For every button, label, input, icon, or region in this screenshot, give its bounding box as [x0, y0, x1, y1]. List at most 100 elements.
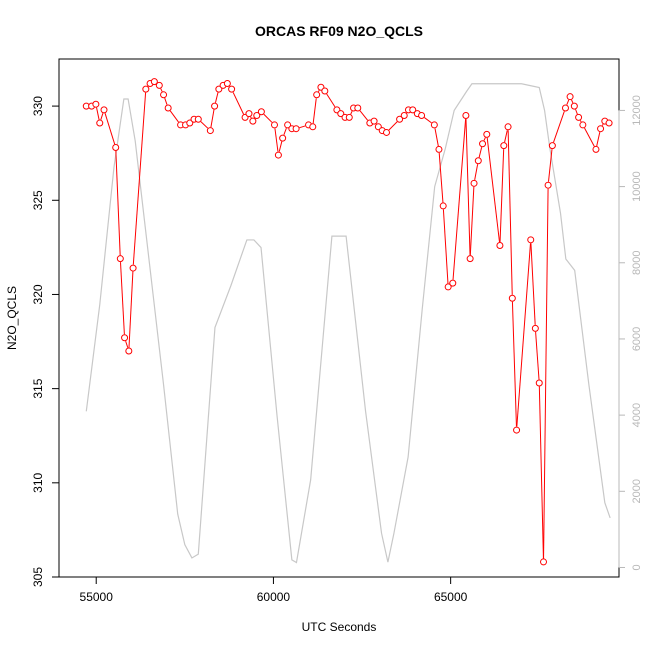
n2o-point — [470, 179, 478, 187]
n2o-line-segment — [535, 331, 540, 380]
n2o-line-segment — [504, 130, 508, 143]
n2o-line-segment — [465, 118, 471, 256]
n2o-point — [439, 202, 447, 210]
n2o-point — [223, 79, 231, 87]
y-tick-label: 315 — [31, 378, 45, 398]
n2o-line-segment — [164, 97, 168, 105]
n2o-line-segment — [424, 117, 432, 124]
n2o-point — [155, 81, 163, 89]
altitude-line — [85, 83, 611, 564]
n2o-point — [313, 91, 321, 99]
n2o-line-segment — [125, 340, 129, 348]
n2o-line-segment — [553, 111, 565, 143]
n2o-point — [430, 121, 438, 129]
n2o-point — [566, 93, 574, 101]
n2o-point — [513, 426, 521, 434]
n2o-line-segment — [507, 130, 513, 295]
n2o-line-segment — [120, 262, 125, 335]
n2o-point — [400, 112, 408, 120]
n2o-point — [496, 241, 504, 249]
n2o-line-segment — [584, 127, 595, 147]
n2o-point — [337, 110, 345, 118]
right-axis: 0 2000 4000 6000 8000 10000 12000 — [618, 95, 643, 571]
n2o-point — [186, 119, 194, 127]
n2o-point — [535, 379, 543, 387]
n2o-line-segment — [442, 209, 449, 284]
n2o-point — [96, 119, 104, 127]
n2o-point — [253, 112, 261, 120]
y-tick-label: 325 — [31, 190, 45, 210]
n2o-point — [435, 145, 443, 153]
n2o-line-segment — [214, 92, 219, 103]
n2o-point — [228, 85, 236, 93]
n2o-line-segment — [169, 110, 179, 123]
n2o-line-segment — [579, 120, 582, 123]
n2o-point — [548, 142, 556, 150]
y-axis-label: N2O_QCLS — [5, 286, 19, 350]
n2o-point — [462, 112, 470, 120]
n2o-point — [121, 334, 129, 342]
n2o-point — [474, 157, 482, 165]
n2o-line-segment — [388, 121, 398, 131]
n2o-line-segment — [115, 151, 121, 256]
n2o-line-segment — [434, 128, 439, 147]
n2o-point — [100, 106, 108, 114]
n2o-point — [466, 255, 474, 263]
n2o-point — [309, 123, 317, 131]
n2o-point — [561, 104, 569, 112]
n2o-point — [370, 117, 378, 125]
y-axis: 305 310 315 320 325 330 — [31, 96, 60, 587]
n2o-line-segment — [326, 93, 336, 108]
y2-tick-label: 6000 — [631, 327, 643, 351]
n2o-line-segment — [530, 243, 536, 325]
n2o-point — [449, 279, 457, 287]
y2-tick-label: 8000 — [631, 251, 643, 275]
n2o-line-segment — [499, 149, 505, 243]
n2o-line-segment — [312, 98, 317, 124]
n2o-point — [575, 113, 583, 121]
n2o-point — [354, 104, 362, 112]
n2o-line-segment — [478, 147, 483, 158]
n2o-point — [483, 130, 491, 138]
n2o-line-segment — [283, 128, 287, 136]
n2o-point — [544, 181, 552, 189]
n2o-point — [142, 85, 150, 93]
x-tick-label: 65000 — [434, 590, 468, 604]
y2-tick-label: 10000 — [631, 171, 643, 202]
n2o-point — [194, 115, 202, 123]
n2o-line-segment — [486, 137, 500, 243]
y2-tick-label: 0 — [631, 564, 643, 570]
y2-tick-label: 2000 — [631, 479, 643, 503]
n2o-point — [504, 123, 512, 131]
n2o-point — [540, 558, 548, 566]
n2o-point — [409, 106, 417, 114]
n2o-point — [211, 102, 219, 110]
n2o-point — [274, 151, 282, 159]
n2o-point — [592, 145, 600, 153]
n2o-line-segment — [543, 188, 549, 559]
n2o-line-segment — [96, 107, 100, 120]
n2o-point — [570, 102, 578, 110]
n2o-point — [531, 324, 539, 332]
n2o-point — [116, 255, 124, 263]
n2o-line-segment — [596, 132, 601, 147]
n2o-point — [164, 104, 172, 112]
x-tick-label: 55000 — [80, 590, 114, 604]
n2o-point — [508, 294, 516, 302]
n2o-line-segment — [474, 164, 479, 180]
n2o-point — [270, 121, 278, 129]
n2o-point — [382, 128, 390, 136]
n2o-point — [396, 115, 404, 123]
n2o-line-segment — [538, 386, 544, 559]
n2o-line-segment — [566, 99, 570, 105]
n2o-line-segment — [263, 113, 273, 123]
n2o-line-segment — [278, 141, 283, 152]
n2o-line-segment — [575, 109, 578, 115]
y2-tick-label: 4000 — [631, 403, 643, 427]
n2o-point — [284, 121, 292, 129]
n2o-line-segment — [483, 137, 486, 141]
n2o-line-segment — [516, 243, 531, 427]
n2o-line-segment — [232, 92, 245, 115]
n2o-line-segment — [511, 301, 517, 427]
n2o-point — [249, 117, 257, 125]
